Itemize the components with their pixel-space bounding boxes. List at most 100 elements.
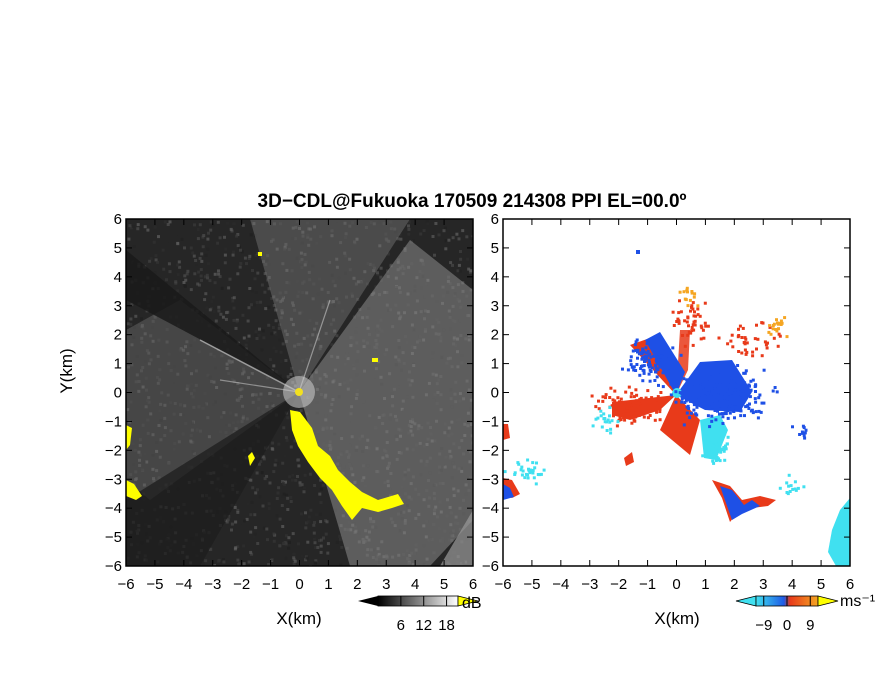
velocity-pixel [801, 424, 805, 428]
noise-pixel [245, 517, 249, 521]
noise-pixel [229, 411, 233, 415]
noise-pixel [350, 292, 354, 296]
noise-pixel [343, 221, 347, 225]
velocity-pixel [756, 416, 760, 420]
noise-pixel [131, 442, 135, 446]
noise-pixel [284, 359, 288, 362]
velocity-pixel [667, 396, 671, 399]
noise-pixel [384, 232, 388, 236]
noise-pixel [248, 374, 252, 378]
noise-pixel [313, 541, 317, 545]
noise-pixel [173, 426, 177, 430]
noise-pixel [172, 412, 176, 416]
velocity-pixel [634, 388, 638, 392]
velocity-pixel [629, 359, 633, 363]
noise-pixel [183, 246, 186, 250]
velocity-pixel [648, 414, 652, 417]
velocity-pixel [685, 411, 689, 415]
noise-pixel [344, 254, 348, 258]
velocity-pixel [743, 414, 746, 418]
velocity-pixel [743, 336, 747, 340]
noise-pixel [157, 424, 161, 427]
noise-pixel [289, 372, 293, 376]
velocity-pixel [683, 401, 687, 404]
velocity-pixel [698, 314, 702, 318]
velocity-pixel [690, 329, 694, 333]
noise-pixel [241, 313, 245, 317]
noise-pixel [242, 562, 246, 566]
velocity-pixel [637, 352, 641, 356]
noise-pixel [160, 458, 164, 462]
colorbar-unit: dB [462, 595, 482, 612]
noise-pixel [338, 537, 342, 541]
noise-pixel [215, 386, 219, 389]
noise-pixel [230, 360, 234, 364]
noise-pixel [232, 250, 235, 254]
velocity-pixel [625, 409, 629, 413]
velocity-pixel [671, 346, 675, 350]
velocity-pixel [720, 447, 724, 451]
noise-pixel [366, 262, 370, 266]
noise-pixel [163, 434, 167, 437]
noise-pixel [240, 365, 244, 369]
velocity-pixel [708, 372, 712, 376]
yellow-band-south [290, 410, 404, 520]
noise-pixel [319, 487, 323, 491]
x-tick-label: −3 [204, 576, 221, 593]
noise-pixel [270, 239, 273, 243]
noise-pixel [355, 237, 359, 241]
velocity-pixel [717, 457, 721, 461]
noise-pixel [172, 381, 176, 385]
velocity-pixel [693, 323, 697, 327]
noise-pixel [282, 481, 285, 485]
noise-pixel [318, 354, 322, 358]
noise-pixel [292, 562, 296, 565]
velocity-pixel [634, 349, 638, 352]
noise-pixel [290, 269, 294, 273]
velocity-pixel [765, 346, 769, 350]
y-tick-label: 4 [491, 269, 499, 286]
noise-pixel [385, 238, 389, 242]
velocity-pixel [643, 354, 647, 358]
noise-pixel [206, 373, 210, 377]
velocity-pixel [664, 370, 668, 374]
noise-pixel [387, 239, 391, 243]
velocity-pixel [680, 391, 684, 395]
noise-pixel [224, 247, 228, 251]
noise-pixel [319, 538, 323, 542]
x-tick-label: 2 [353, 576, 361, 593]
velocity-pixel [664, 357, 668, 361]
velocity-pixel [635, 363, 639, 366]
noise-pixel [273, 331, 277, 335]
noise-pixel [451, 236, 455, 240]
velocity-pixel [657, 383, 660, 387]
velocity-pixel [635, 393, 639, 397]
velocity-pixel [520, 465, 524, 469]
noise-pixel [313, 484, 317, 487]
velocity-pixel [735, 391, 739, 395]
velocity-pixel [696, 369, 700, 373]
velocity-pixel [763, 340, 767, 344]
noise-pixel [286, 375, 290, 379]
noise-pixel [348, 257, 352, 261]
colorbar-tick-label: 9 [806, 617, 814, 634]
noise-pixel [281, 296, 285, 300]
noise-pixel [285, 268, 289, 272]
noise-pixel [277, 442, 281, 446]
noise-pixel [204, 253, 208, 257]
noise-pixel [196, 228, 200, 231]
velocity-pixel [769, 332, 773, 336]
noise-pixel [190, 428, 194, 432]
noise-pixel [268, 358, 272, 362]
noise-pixel [292, 552, 296, 556]
velocity-pixel [710, 381, 714, 384]
velocity-pixel [780, 321, 784, 325]
velocity-pixel [647, 360, 651, 364]
velocity-pixel [632, 365, 636, 369]
noise-pixel [319, 344, 323, 348]
velocity-pixel [690, 304, 694, 308]
noise-pixel [251, 393, 255, 396]
velocity-pixel [610, 404, 614, 408]
noise-pixel [240, 387, 244, 391]
noise-pixel [284, 534, 288, 538]
